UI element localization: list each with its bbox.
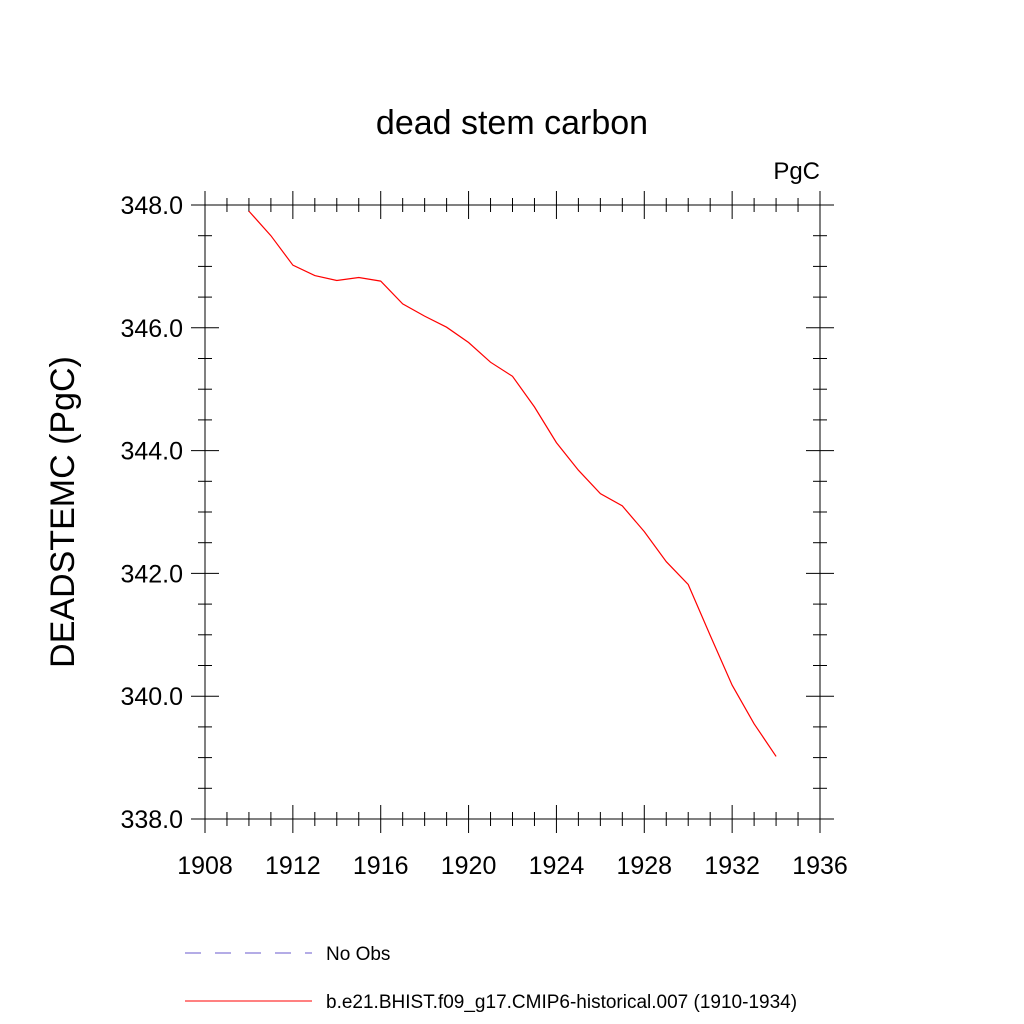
legend-label: b.e21.BHIST.f09_g17.CMIP6-historical.007… xyxy=(326,992,797,1013)
x-tick-label: 1932 xyxy=(704,852,760,880)
y-tick-label: 342.0 xyxy=(120,560,183,588)
x-tick-label: 1928 xyxy=(616,852,672,880)
x-tick-label: 1920 xyxy=(441,852,497,880)
y-tick-label: 338.0 xyxy=(120,806,183,834)
x-tick-label: 1924 xyxy=(529,852,585,880)
legend: No Obs b.e21.BHIST.f09_g17.CMIP6-historic… xyxy=(185,944,797,1013)
y-tick-label: 348.0 xyxy=(120,192,183,220)
x-tick-label: 1936 xyxy=(792,852,848,880)
plot-frame xyxy=(204,204,821,820)
y-tick-label: 344.0 xyxy=(120,438,183,466)
chart-title: dead stem carbon xyxy=(376,104,648,142)
y-tick-label: 340.0 xyxy=(120,683,183,711)
series-line xyxy=(248,210,777,757)
x-tick-label: 1908 xyxy=(177,852,233,880)
y-axis-ticks: 338.0 340.0 342.0 344.0 346.0 348.0 xyxy=(120,192,834,834)
x-tick-label: 1916 xyxy=(353,852,409,880)
legend-label: No Obs xyxy=(326,944,390,965)
y-axis-label: DEADSTEMC (PgC) xyxy=(44,356,82,668)
y-tick-label: 346.0 xyxy=(120,315,183,343)
x-tick-label: 1912 xyxy=(265,852,321,880)
units-label: PgC xyxy=(773,158,820,185)
x-axis-ticks: 1908 1912 1916 1920 1924 1928 1932 1936 xyxy=(177,191,848,880)
series-layer xyxy=(248,210,777,757)
